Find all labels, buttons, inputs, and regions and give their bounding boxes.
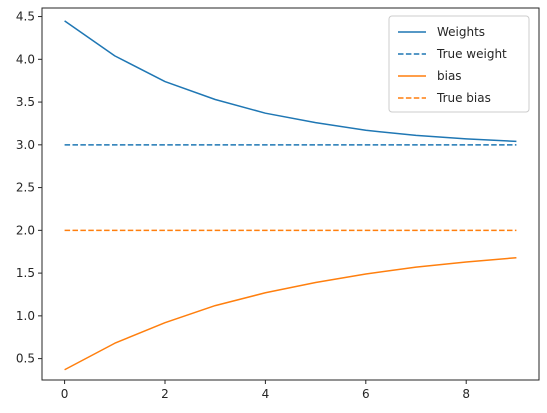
x-tick-label: 4 xyxy=(262,387,270,401)
legend-label-true-weight: True weight xyxy=(436,47,507,61)
x-axis: 0 2 4 6 8 xyxy=(61,380,470,401)
legend-box xyxy=(388,15,530,113)
legend: Weights True weight bias True bias xyxy=(388,15,530,113)
y-tick-label: 4.0 xyxy=(16,52,35,66)
y-tick-label: 4.5 xyxy=(16,10,35,24)
x-tick-label: 0 xyxy=(61,387,69,401)
series-layer xyxy=(64,20,517,371)
x-tick-label: 8 xyxy=(462,387,470,401)
y-tick-label: 3.0 xyxy=(16,138,35,152)
y-axis: 0.5 1.0 1.5 2.0 2.5 3.0 3.5 4.0 4.5 xyxy=(16,10,42,366)
y-tick-label: 2.0 xyxy=(16,223,35,237)
y-tick-label: 3.5 xyxy=(16,95,35,109)
y-tick-label: 2.5 xyxy=(16,181,35,195)
y-tick-label: 0.5 xyxy=(16,352,35,366)
x-tick-label: 6 xyxy=(362,387,370,401)
legend-label-weights: Weights xyxy=(437,25,485,39)
series-line-weights xyxy=(64,20,517,143)
plot-frame xyxy=(41,7,540,381)
y-tick-label: 1.0 xyxy=(16,309,35,323)
y-tick-label: 1.5 xyxy=(16,266,35,280)
x-tick-label: 2 xyxy=(161,387,169,401)
series-line-bias xyxy=(64,256,517,371)
legend-label-bias: bias xyxy=(437,69,462,83)
legend-label-true-bias: True bias xyxy=(436,91,491,105)
